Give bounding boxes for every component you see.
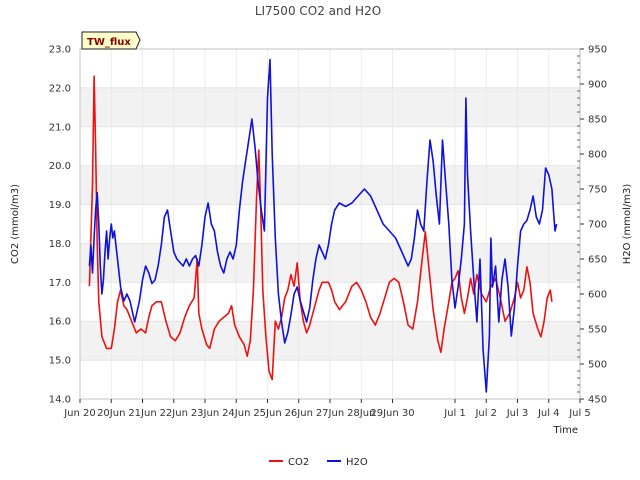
x-tick-label: Jun 20 bbox=[63, 408, 96, 419]
left-axis: 14.0 15.0 16.0 17.0 18.0 19.0 20.0 21.0 22.0 23.0 bbox=[49, 45, 71, 406]
x-tick-label: Jul 5 bbox=[568, 408, 591, 419]
right-tick-label: 900 bbox=[588, 80, 607, 91]
x-tick-label: 26Jun bbox=[285, 408, 313, 419]
right-tick-label: 800 bbox=[588, 150, 607, 161]
left-tick-label: 15.0 bbox=[49, 356, 71, 367]
site-label: TW_flux bbox=[87, 37, 131, 48]
right-tick-label: 700 bbox=[588, 220, 607, 231]
series-layer bbox=[88, 58, 558, 393]
right-tick-label: 550 bbox=[588, 325, 607, 336]
x-tick-label: 25Jun bbox=[253, 408, 281, 419]
x-tick-label: 22Jun bbox=[160, 408, 188, 419]
x-tick-label: 29Jun 30 bbox=[370, 408, 414, 419]
right-axis: 450 500 550 600 650 700 750 800 850 900 950 bbox=[577, 45, 607, 406]
x-tick-label: Jul 1 bbox=[443, 408, 466, 419]
site-label-badge: TW_flux bbox=[81, 31, 141, 50]
legend: CO2 H2O bbox=[269, 457, 368, 468]
x-tick-label: 28Jun bbox=[347, 408, 375, 419]
left-tick-label: 21.0 bbox=[49, 122, 71, 133]
right-tick-label: 750 bbox=[588, 185, 607, 196]
x-tick-label: Jul 3 bbox=[506, 408, 529, 419]
left-tick-label: 17.0 bbox=[49, 278, 71, 289]
left-tick-label: 16.0 bbox=[49, 317, 71, 328]
x-tick-label: 23Jun bbox=[191, 408, 219, 419]
left-tick-label: 18.0 bbox=[49, 239, 71, 250]
right-tick-label: 450 bbox=[588, 395, 607, 406]
x-tick-label: Jul 2 bbox=[474, 408, 497, 419]
x-tick-label: 27Jun bbox=[316, 408, 344, 419]
y-axis-left-title: CO2 (mmol/m3) bbox=[10, 184, 21, 264]
left-tick-label: 23.0 bbox=[49, 45, 71, 56]
left-tick-label: 22.0 bbox=[49, 83, 71, 94]
right-tick-label: 600 bbox=[588, 290, 607, 301]
legend-label-co2: CO2 bbox=[288, 457, 309, 468]
site-label-box bbox=[81, 31, 141, 50]
legend-label-h2o: H2O bbox=[346, 457, 368, 468]
right-tick-label: 850 bbox=[588, 115, 607, 126]
right-tick-label: 650 bbox=[588, 255, 607, 266]
right-tick-label: 500 bbox=[588, 360, 607, 371]
right-tick-label: 950 bbox=[588, 45, 607, 56]
x-axis: Jun 20 20Jun 21Jun 22Jun 23Jun 24Jun 25Jun 26Ju… bbox=[63, 399, 591, 419]
left-tick-label: 19.0 bbox=[49, 200, 71, 211]
series-line-h2o bbox=[88, 58, 558, 393]
chart-title: LI7500 CO2 and H2O bbox=[255, 4, 381, 18]
x-axis-title: Time bbox=[553, 425, 578, 436]
left-tick-label: 20.0 bbox=[49, 161, 71, 172]
x-tick-label: Jul 4 bbox=[537, 408, 560, 419]
x-tick-label: 24Jun bbox=[222, 408, 250, 419]
y-axis-right-title: H2O (mmol/m3) bbox=[622, 184, 633, 265]
left-tick-label: 14.0 bbox=[49, 395, 71, 406]
x-tick-label: 21Jun bbox=[128, 408, 156, 419]
x-tick-label: 20Jun bbox=[97, 408, 125, 419]
